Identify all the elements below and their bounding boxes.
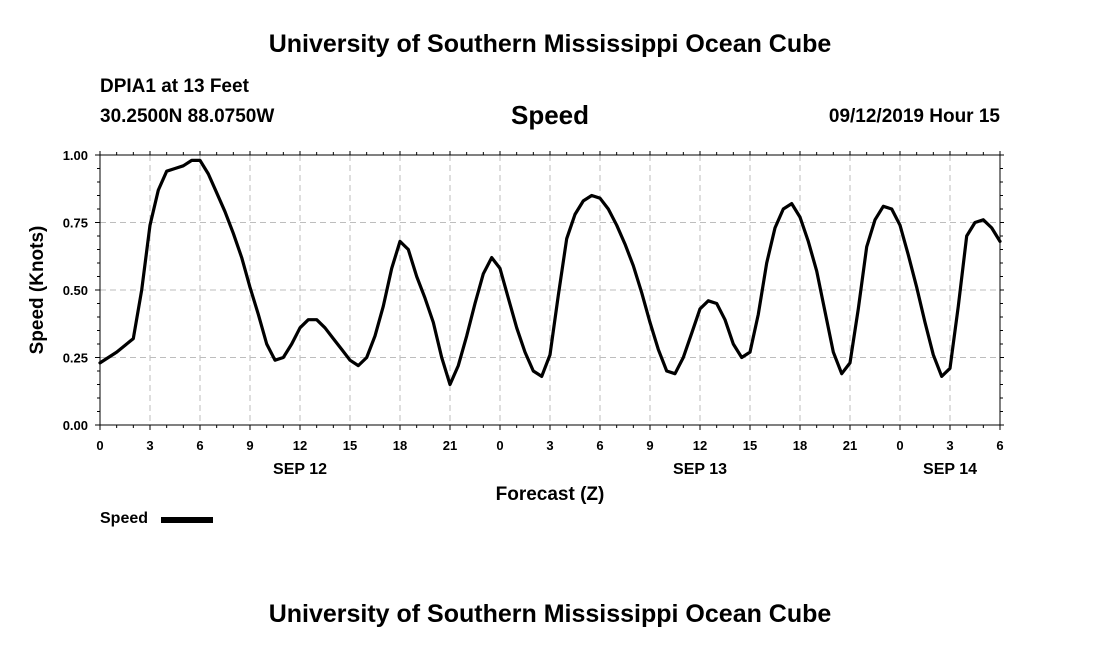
- x-tick-label: 15: [343, 438, 357, 453]
- x-tick-label: 9: [646, 438, 653, 453]
- x-tick-label: 3: [546, 438, 553, 453]
- x-tick-label: 3: [146, 438, 153, 453]
- date-label: SEP 12: [273, 461, 327, 478]
- x-tick-label: 12: [693, 438, 707, 453]
- legend-swatch: [161, 517, 213, 523]
- x-tick-label: 0: [896, 438, 903, 453]
- y-tick-label: 0.50: [63, 283, 88, 298]
- legend-label: Speed: [100, 510, 149, 527]
- grid-lines: [100, 155, 1000, 425]
- x-tick-label: 6: [596, 438, 603, 453]
- x-tick-label: 18: [393, 438, 407, 453]
- chart-title: Speed: [510, 100, 590, 130]
- x-tick-label: 21: [843, 438, 857, 453]
- x-tick-label: 6: [996, 438, 1003, 453]
- y-axis-label: Speed (Knots): [27, 226, 48, 355]
- date-label: SEP 13: [673, 461, 727, 478]
- x-tick-label: 0: [496, 438, 503, 453]
- speed-series-line: [98, 158, 1002, 387]
- y-tick-label: 1.00: [63, 148, 88, 163]
- x-tick-label: 15: [743, 438, 757, 453]
- series-layer: [98, 158, 1002, 387]
- station-label: DPIA1 at 13 Feet: [100, 76, 249, 97]
- y-tick-label: 0.75: [63, 216, 88, 231]
- coordinates-label: 30.2500N 88.0750W: [100, 106, 275, 127]
- x-tick-label: 12: [293, 438, 307, 453]
- x-tick-label: 9: [246, 438, 253, 453]
- axes: 0.00 0.25 0.50 0.75 1.00 0 3 6 9 12 15 18 21 0 3 6 9 12 15…: [63, 148, 1004, 478]
- top-title: University of Southern Mississippi Ocean…: [268, 30, 832, 58]
- date-label: SEP 14: [923, 461, 977, 478]
- x-axis-label: Forecast (Z): [496, 484, 605, 505]
- x-tick-label: 6: [196, 438, 203, 453]
- x-tick-label: 3: [946, 438, 953, 453]
- x-tick-label: 21: [443, 438, 457, 453]
- x-tick-label: 0: [96, 438, 103, 453]
- x-tick-label: 18: [793, 438, 807, 453]
- bottom-title: University of Southern Mississippi Ocean…: [268, 600, 832, 628]
- timestamp-label: 09/12/2019 Hour 15: [828, 106, 1000, 127]
- y-tick-label: 0.25: [63, 351, 88, 366]
- y-tick-label: 0.00: [63, 418, 88, 433]
